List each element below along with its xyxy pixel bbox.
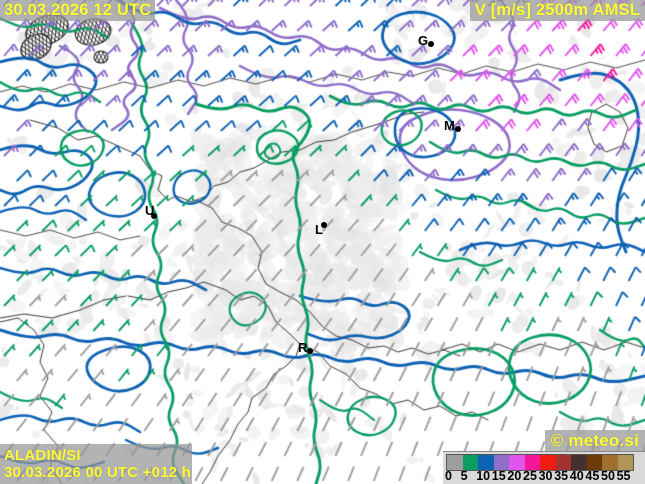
legend-swatch-20 [509, 455, 525, 470]
city-marker-U [151, 213, 157, 219]
legend-swatch-25 [524, 455, 540, 470]
model-info-banner: ALADIN/SI 30.03.2026 00 UTC +012 h [0, 444, 192, 484]
legend-tick-labels: 0 5 10 15 20 25 30 35 40 45 50 55 [443, 469, 645, 484]
model-name-label: ALADIN/SI [4, 447, 81, 464]
legend-tick-55: 55 [616, 469, 631, 483]
legend-swatch-35 [555, 455, 571, 470]
legend-swatches [446, 454, 634, 471]
legend-tick-50: 50 [601, 469, 615, 483]
legend-swatch-40 [571, 455, 587, 470]
color-scale-legend: 0 5 10 15 20 25 30 35 40 45 50 55 [443, 451, 645, 484]
legend-tick-20: 20 [507, 469, 522, 483]
legend-swatch-15 [493, 455, 509, 470]
city-marker-G [428, 41, 434, 47]
valid-time-banner: 30.03.2026 12 UTC [0, 0, 156, 21]
parameter-label: V [m/s] 2500m AMSL [474, 1, 640, 19]
legend-tick-45: 45 [585, 469, 600, 483]
city-label-M: M [444, 118, 455, 133]
city-label-R: R [298, 340, 308, 355]
legend-tick-30: 30 [538, 469, 553, 483]
copyright-label: © meteo.si [550, 431, 639, 450]
legend-tick-15: 15 [491, 469, 506, 483]
legend-swatch-30 [540, 455, 556, 470]
legend-tick-35: 35 [554, 469, 569, 483]
legend-swatch-5 [462, 455, 478, 470]
legend-tick-0: 0 [445, 469, 452, 483]
legend-tick-5: 5 [460, 469, 468, 483]
city-marker-L [321, 222, 327, 228]
legend-tick-25: 25 [523, 469, 537, 483]
legend-swatch-0 [447, 455, 463, 470]
legend-tick-40: 40 [569, 469, 584, 483]
model-run-label: 30.03.2026 00 UTC +012 h [4, 464, 192, 481]
city-label-G: G [418, 33, 429, 48]
city-marker-M [455, 126, 461, 132]
city-marker-R [307, 348, 313, 354]
legend-swatch-45 [586, 455, 602, 470]
city-label-U: U [145, 203, 155, 218]
valid-time-label: 30.03.2026 12 UTC [4, 1, 152, 19]
legend-tick-10: 10 [476, 469, 491, 483]
copyright-watermark: © meteo.si [544, 430, 645, 452]
legend-swatch-55 [617, 455, 633, 470]
legend-swatch-10 [478, 455, 494, 470]
city-label-L: L [315, 222, 323, 237]
legend-swatch-50 [602, 455, 618, 470]
parameter-banner: V [m/s] 2500m AMSL [469, 0, 645, 21]
